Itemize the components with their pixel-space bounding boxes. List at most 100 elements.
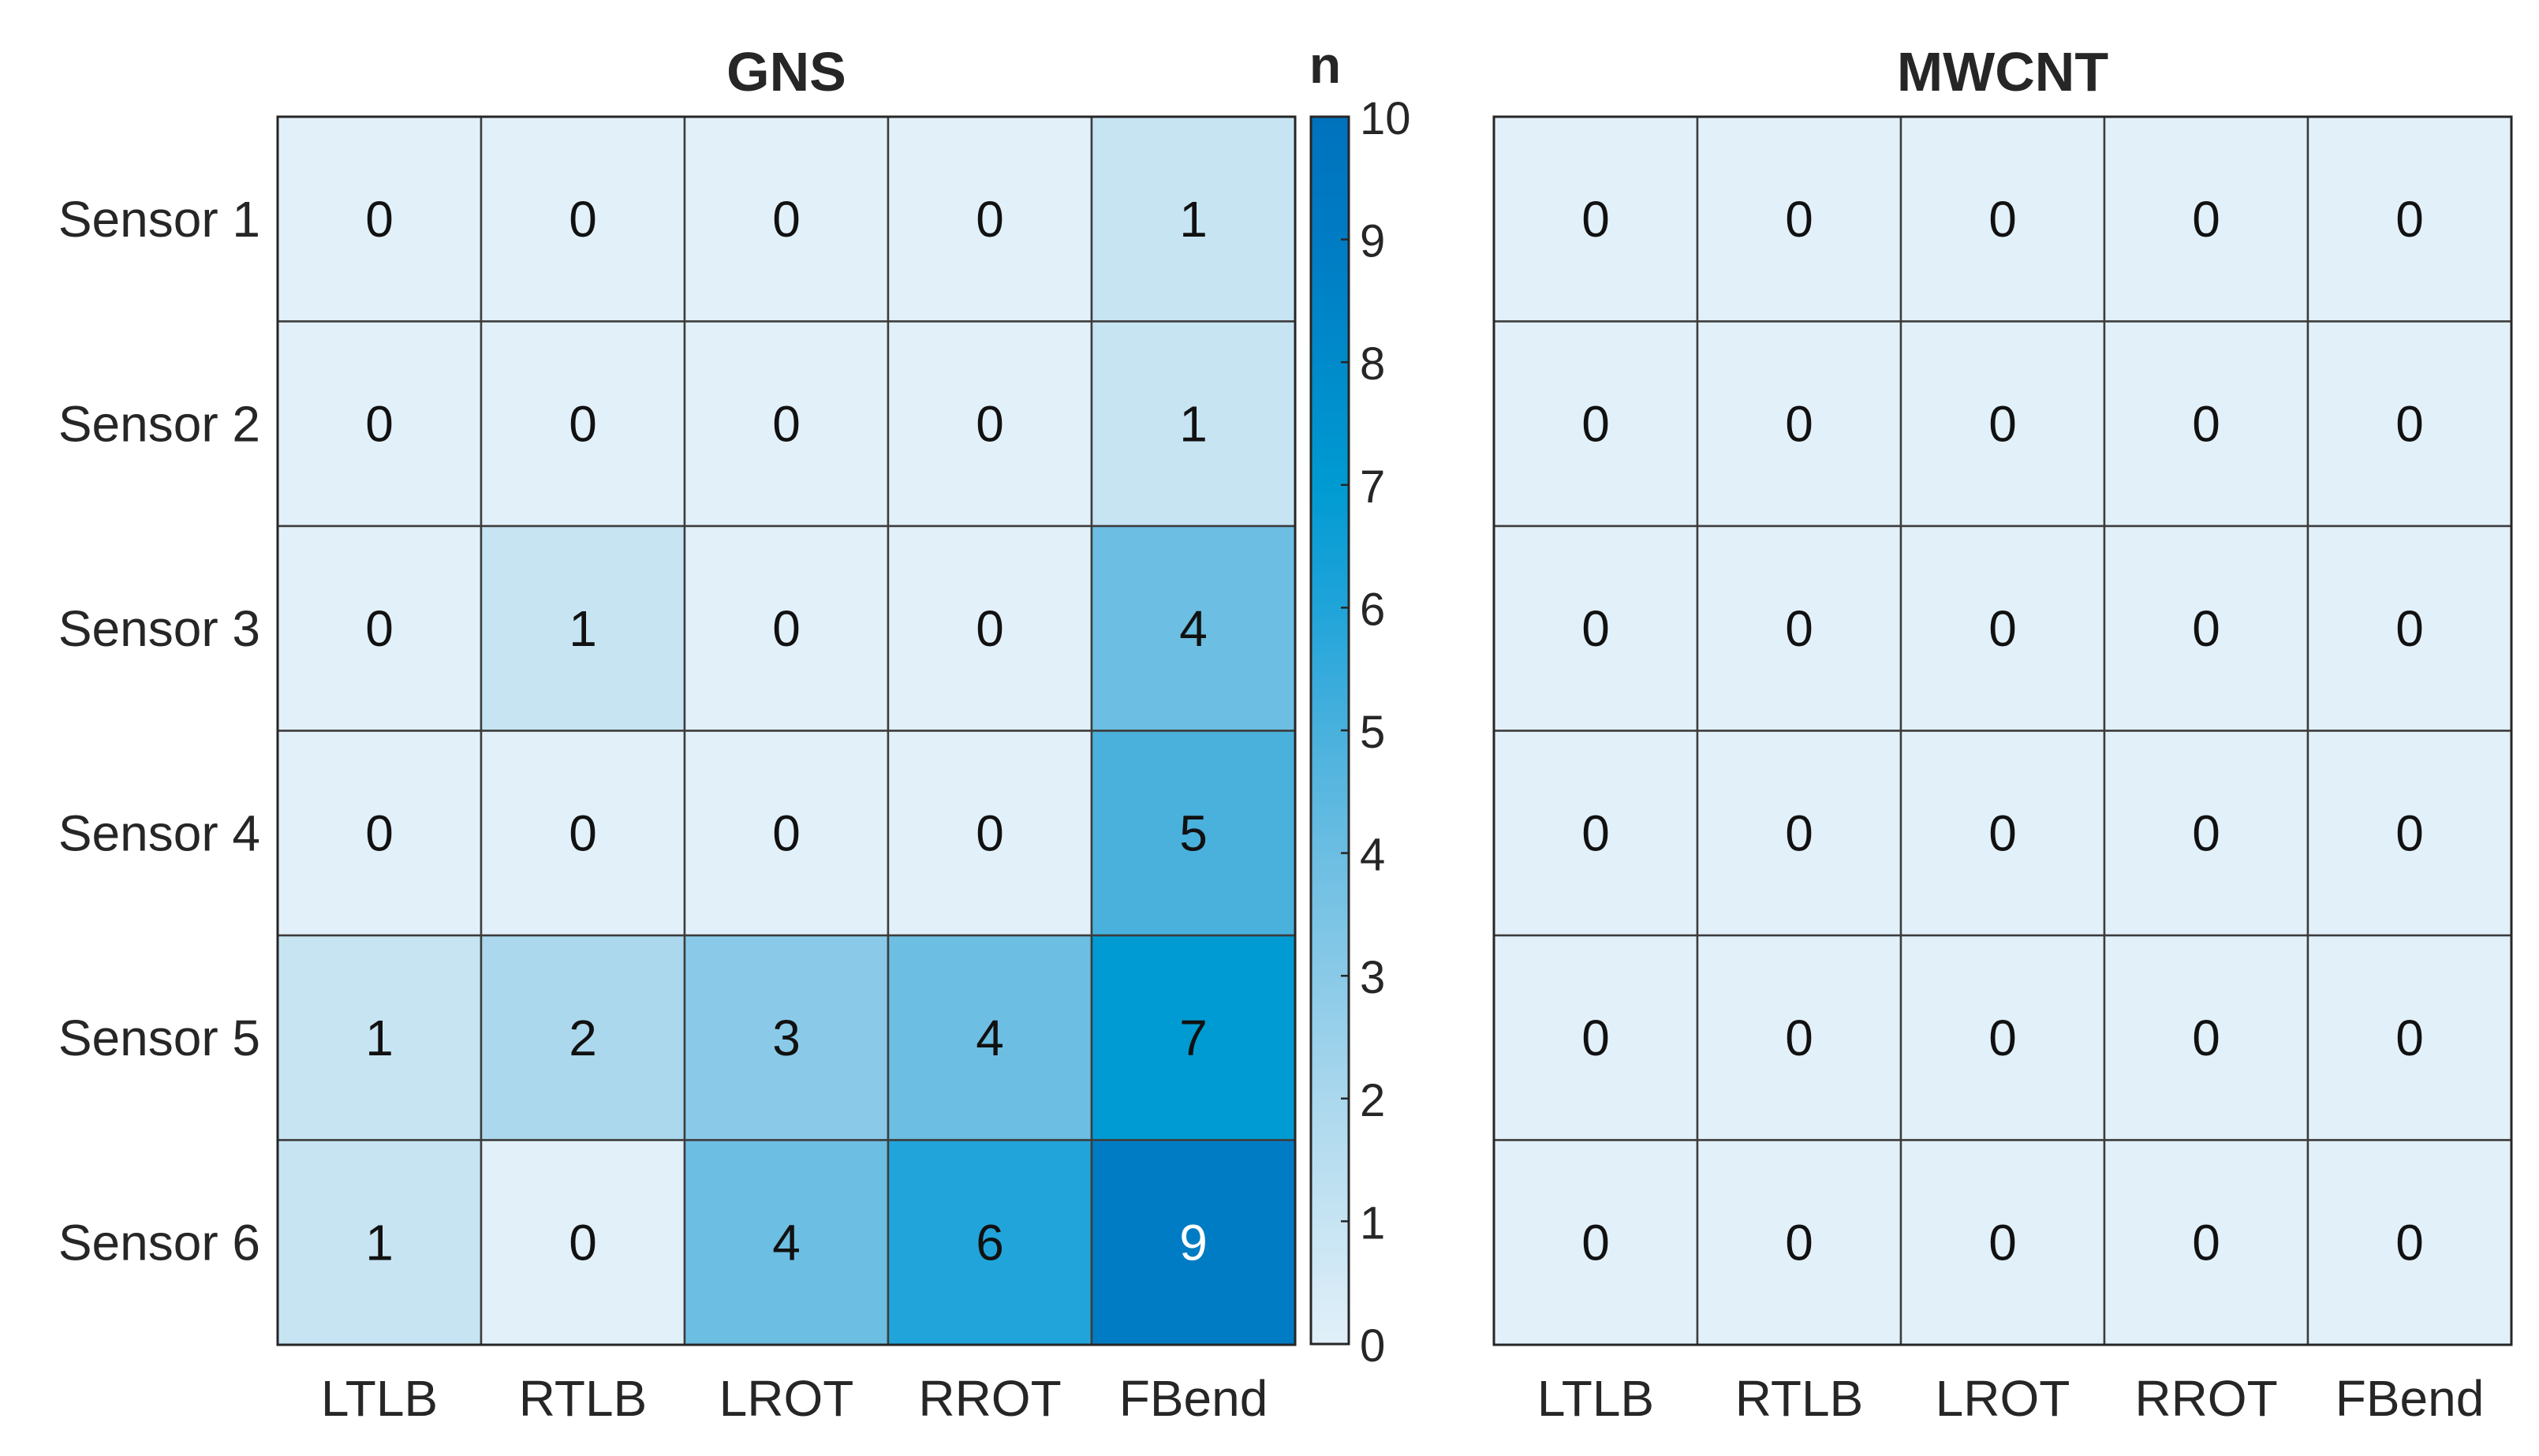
heatmap-cell (887, 1139, 1093, 1346)
colorbar-segment (1311, 932, 1349, 940)
y-tick-label: Sensor 1 (58, 191, 260, 248)
heatmap-cell (2103, 934, 2309, 1141)
cell-value-label: 0 (569, 395, 597, 452)
colorbar-segment (1311, 853, 1349, 861)
x-tick-label: RTLB (1735, 1370, 1863, 1427)
x-tick-label: FBend (2336, 1370, 2485, 1427)
colorbar-segment (1311, 307, 1349, 314)
heatmap-cell (1090, 115, 1297, 323)
colorbar-segment (1311, 208, 1349, 216)
colorbar-segment (1311, 1104, 1349, 1112)
colorbar-segment (1311, 638, 1349, 646)
colorbar-segment (1311, 742, 1349, 750)
heatmap-cell (2306, 934, 2513, 1141)
colorbar-segment (1311, 1203, 1349, 1210)
cell-value-label: 4 (772, 1214, 801, 1271)
colorbar-segment (1311, 595, 1349, 603)
cell-value-label: 0 (1988, 1010, 2017, 1066)
heatmap-cell (1899, 730, 2106, 937)
colorbar-segment (1311, 693, 1349, 701)
colorbar-segment (1311, 1197, 1349, 1204)
cell-value-label: 9 (1179, 1214, 1208, 1271)
colorbar-segment (1311, 331, 1349, 339)
colorbar-segment (1311, 239, 1349, 247)
heatmap-frame (276, 115, 1297, 1346)
colorbar-segment (1311, 994, 1349, 1002)
cell-value-label: 7 (1179, 1010, 1208, 1066)
colorbar-segment (1311, 294, 1349, 302)
heatmap-cell (2306, 115, 2513, 323)
colorbar-segment (1311, 1215, 1349, 1223)
heatmap-cell (683, 934, 890, 1141)
colorbar-tick-label: 8 (1360, 338, 1385, 390)
colorbar-segment (1311, 1270, 1349, 1278)
colorbar-segment (1311, 1122, 1349, 1130)
cell-value-label: 0 (365, 805, 394, 861)
cell-value-label: 0 (2395, 805, 2424, 861)
colorbar-segment (1311, 325, 1349, 333)
colorbar-segment (1311, 1245, 1349, 1253)
cell-value-label: 4 (976, 1010, 1004, 1066)
colorbar-segment (1311, 319, 1349, 327)
colorbar-segment (1311, 791, 1349, 799)
cell-value-label: 0 (2192, 805, 2220, 861)
colorbar-segment (1311, 1184, 1349, 1192)
colorbar-segment (1311, 674, 1349, 682)
cell-value-label: 0 (2395, 600, 2424, 657)
colorbar-segment (1311, 448, 1349, 455)
colorbar-segment (1311, 816, 1349, 823)
colorbar-segment (1311, 755, 1349, 762)
cell-value-label: 0 (1785, 395, 1813, 452)
colorbar-segment (1311, 749, 1349, 756)
colorbar-segment (1311, 890, 1349, 898)
colorbar-segment (1311, 926, 1349, 934)
colorbar-tick-label: 7 (1360, 461, 1385, 513)
x-tick-label: FBend (1119, 1370, 1268, 1427)
colorbar-segment (1311, 202, 1349, 210)
colorbar-segment (1311, 760, 1349, 768)
colorbar-segment (1311, 656, 1349, 664)
heatmap-cell (2306, 1139, 2513, 1346)
colorbar-tick-label: 3 (1360, 952, 1385, 1003)
cell-value-label: 1 (1179, 395, 1208, 452)
x-tick-label: RTLB (519, 1370, 647, 1427)
heatmap-cell (2103, 320, 2309, 528)
heatmap-cell (1492, 320, 1699, 528)
cell-value-label: 0 (772, 805, 801, 861)
colorbar-segment (1311, 356, 1349, 364)
colorbar-segment (1311, 270, 1349, 278)
colorbar-segment (1311, 577, 1349, 584)
colorbar-tick-label: 6 (1360, 584, 1385, 635)
colorbar-segment (1311, 1166, 1349, 1174)
colorbar-segment (1311, 1049, 1349, 1057)
colorbar-title: n (1309, 35, 1341, 94)
colorbar-segment (1311, 552, 1349, 560)
colorbar-segment (1311, 190, 1349, 198)
cell-value-label: 3 (772, 1010, 801, 1066)
colorbar-segment (1311, 1153, 1349, 1161)
cell-value-label: 0 (569, 191, 597, 248)
colorbar-segment (1311, 442, 1349, 450)
colorbar-segment (1311, 663, 1349, 670)
colorbar-segment (1311, 987, 1349, 995)
colorbar-segment (1311, 632, 1349, 640)
colorbar-segment (1311, 1258, 1349, 1265)
colorbar-segment (1311, 570, 1349, 578)
colorbar-segment (1311, 521, 1349, 529)
colorbar-segment (1311, 1227, 1349, 1234)
colorbar-segment (1311, 1025, 1349, 1032)
heatmap-cell (887, 730, 1093, 937)
colorbar-segment (1311, 282, 1349, 289)
colorbar-segment (1311, 1338, 1349, 1345)
cell-value-label: 0 (976, 191, 1004, 248)
colorbar-segment (1311, 141, 1349, 148)
colorbar-segment (1311, 619, 1349, 627)
colorbar-segment (1311, 515, 1349, 523)
colorbar-segment (1311, 1012, 1349, 1020)
cell-value-label: 0 (2192, 395, 2220, 452)
heatmap-cell (1696, 525, 1902, 732)
colorbar-segment (1311, 1313, 1349, 1320)
colorbar-segment (1311, 589, 1349, 596)
cell-value-label: 1 (365, 1214, 394, 1271)
colorbar-tick-label: 5 (1360, 707, 1385, 758)
